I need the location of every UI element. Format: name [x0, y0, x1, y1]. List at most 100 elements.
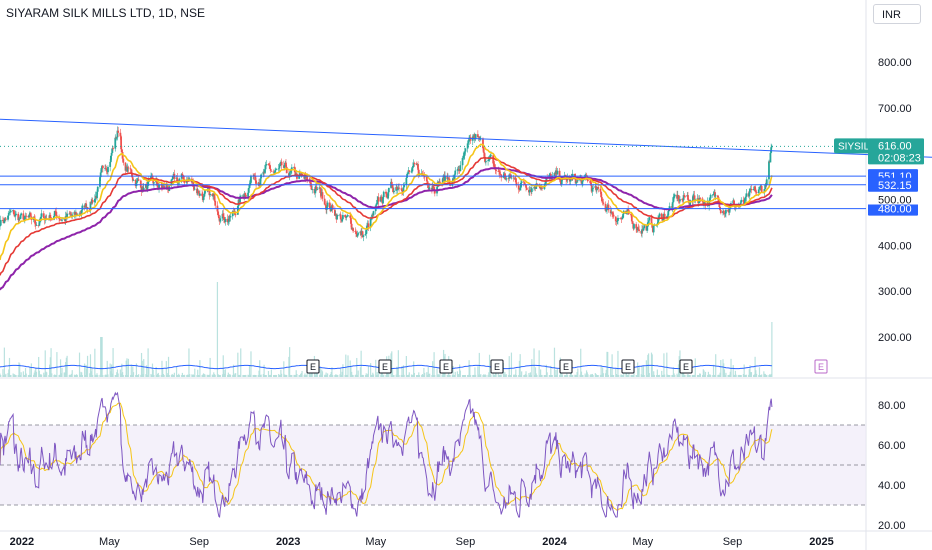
volume-bar	[397, 368, 399, 377]
volume-bar	[576, 371, 578, 377]
candle-body	[199, 193, 201, 196]
volume-bar	[15, 374, 17, 377]
candle-body	[2, 219, 4, 221]
volume-bar	[375, 374, 378, 377]
volume-bar	[290, 374, 292, 377]
candle-body	[249, 182, 252, 185]
volume-bar	[626, 370, 628, 377]
volume-bar	[181, 372, 183, 377]
volume-bar	[43, 372, 45, 377]
candle-body	[564, 175, 567, 176]
candle-body	[673, 194, 676, 197]
volume-bar	[105, 374, 107, 377]
volume-bar	[617, 350, 619, 377]
candle-body	[483, 152, 486, 157]
candle-body	[607, 204, 610, 211]
volume-bar	[28, 374, 30, 377]
volume-bar	[641, 365, 643, 377]
volume-bar	[340, 374, 343, 377]
volume-bar	[485, 374, 487, 377]
volume-bar	[640, 374, 642, 377]
volume-bar	[255, 374, 257, 377]
volume-bar	[467, 374, 469, 377]
volume-bar	[153, 374, 155, 377]
volume-bar	[357, 370, 359, 377]
volume-bar	[494, 372, 496, 377]
volume-bar	[469, 365, 471, 377]
volume-bar	[589, 375, 591, 377]
volume-bar	[701, 374, 704, 377]
volume-bar	[632, 375, 634, 377]
volume-bar	[760, 374, 762, 377]
volume-bar	[413, 361, 415, 377]
volume-bar	[500, 374, 502, 377]
volume-bar	[729, 371, 731, 377]
volume-bar	[315, 373, 317, 377]
time-axis-label: 2022	[10, 536, 34, 548]
volume-bar	[538, 350, 540, 377]
volume-bar	[4, 374, 6, 377]
volume-bar	[488, 372, 490, 377]
volume-bar	[329, 374, 331, 377]
candle-body	[652, 225, 655, 233]
candle-body	[599, 188, 602, 192]
candle-body	[93, 198, 96, 203]
volume-bar	[612, 374, 614, 377]
candle-body	[380, 196, 383, 201]
candle-body	[528, 190, 531, 193]
candle-body	[490, 155, 492, 157]
volume-bar	[464, 374, 467, 377]
rsi-axis-tick: 20.00	[878, 520, 906, 532]
volume-bar	[642, 366, 645, 377]
volume-bar	[218, 374, 220, 377]
volume-bar	[704, 374, 706, 377]
volume-bar	[402, 374, 404, 377]
volume-bar	[597, 375, 599, 377]
volume-bar	[605, 369, 607, 377]
candle-body	[274, 170, 276, 173]
volume-bar	[412, 375, 414, 377]
candle-body	[478, 136, 481, 140]
volume-bar	[688, 374, 690, 377]
candle-body	[439, 181, 441, 183]
volume-bar	[364, 374, 367, 377]
candle-body	[638, 229, 641, 231]
volume-bar	[73, 374, 76, 377]
candle-body	[441, 178, 444, 184]
candle-body	[452, 178, 454, 182]
candle-body	[127, 167, 130, 169]
volume-bar	[733, 374, 735, 377]
volume-bar	[30, 363, 32, 377]
volume-bar	[111, 364, 113, 377]
candle-body	[277, 168, 280, 170]
volume-bar	[499, 374, 502, 377]
candle-body	[89, 201, 92, 210]
volume-bar	[548, 374, 550, 377]
volume-bar	[106, 360, 108, 377]
volume-bar	[209, 357, 211, 377]
volume-bar	[569, 373, 572, 377]
volume-bar	[539, 374, 541, 377]
candle-body	[493, 164, 496, 168]
candle-body	[614, 216, 617, 222]
earnings-marker	[559, 359, 573, 374]
candle-body	[345, 216, 348, 218]
volume-bar	[469, 374, 472, 377]
volume-bar	[677, 364, 680, 377]
countdown-label: 02:08:23	[878, 152, 921, 164]
candle-body	[350, 223, 353, 230]
candle-body	[728, 208, 731, 213]
volume-bar	[325, 372, 327, 377]
volume-bar	[273, 374, 275, 377]
volume-bar	[462, 374, 464, 377]
volume-bar	[85, 364, 87, 377]
volume-bar	[8, 357, 11, 377]
volume-bar	[449, 374, 451, 377]
volume-bar	[137, 374, 139, 377]
volume-bar	[591, 374, 593, 377]
volume-bar	[656, 375, 658, 377]
candle-body	[742, 199, 745, 202]
volume-bar	[175, 366, 178, 377]
currency-button[interactable]: INR	[873, 4, 921, 24]
